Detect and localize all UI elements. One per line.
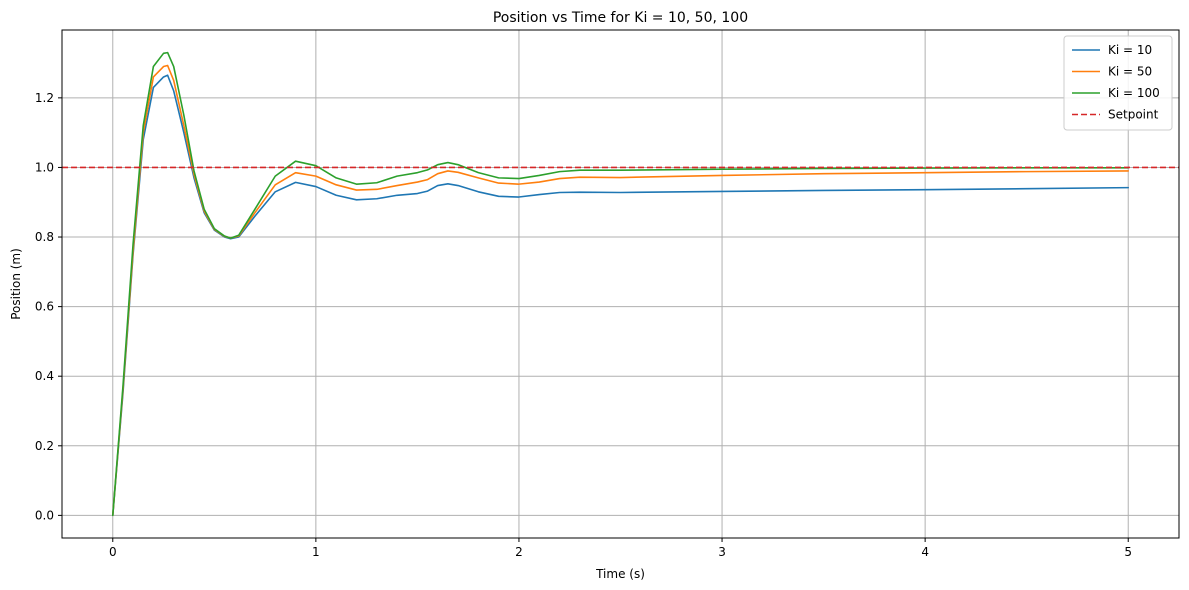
plot-area: 0 1 2 3 4 5 0.0 0.2 0.4 0.6 0.8 1.0 1.2 <box>35 29 1180 559</box>
y-axis-label: Position (m) <box>9 248 23 320</box>
legend-box <box>1063 35 1173 131</box>
series-line-ki-100 <box>111 51 1130 517</box>
x-tick-label: 0 <box>109 545 117 559</box>
y-tick-label: 1.2 <box>35 91 54 105</box>
y-tick-label: 1.0 <box>35 160 54 174</box>
x-tick-label: 4 <box>921 545 929 559</box>
legend: Ki = 10 Ki = 50 Ki = 100 Setpoint <box>1063 35 1173 131</box>
legend-label: Ki = 10 <box>1108 43 1152 57</box>
y-tick-label: 0.4 <box>35 369 54 383</box>
y-tick-label: 0.0 <box>35 508 54 522</box>
legend-label: Ki = 50 <box>1108 65 1152 79</box>
legend-label: Ki = 100 <box>1108 86 1160 100</box>
legend-label: Setpoint <box>1108 108 1159 122</box>
plot-background <box>62 30 1179 538</box>
chart-title: Position vs Time for Ki = 10, 50, 100 <box>493 10 748 26</box>
series-layer <box>62 51 1179 517</box>
grid <box>62 30 1179 538</box>
x-tick-label: 3 <box>718 545 726 559</box>
y-tick-label: 0.6 <box>35 300 54 314</box>
y-tick-label: 0.2 <box>35 439 54 453</box>
x-tick-label: 5 <box>1124 545 1132 559</box>
x-tick-label: 2 <box>515 545 523 559</box>
plot-frame <box>61 29 1180 539</box>
series-line-ki-50 <box>111 64 1130 517</box>
y-tick-label: 0.8 <box>35 230 54 244</box>
x-axis-label: Time (s) <box>595 567 645 581</box>
x-tick-label: 1 <box>312 545 320 559</box>
series-line-ki-10 <box>111 74 1130 517</box>
ticks: 0 1 2 3 4 5 0.0 0.2 0.4 0.6 0.8 1.0 1.2 <box>35 91 1132 559</box>
